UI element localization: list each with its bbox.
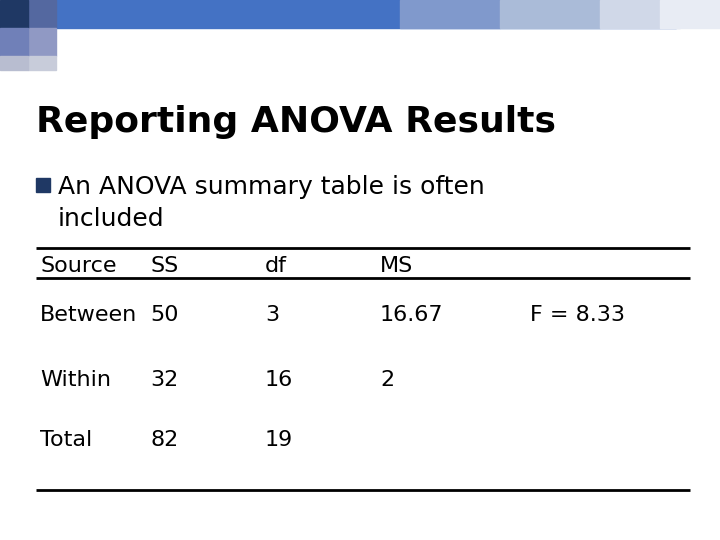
Bar bbox=[0, 56, 28, 70]
Bar bbox=[28, 56, 56, 70]
Text: SS: SS bbox=[150, 256, 179, 276]
Text: df: df bbox=[265, 256, 287, 276]
Text: F = 8.33: F = 8.33 bbox=[530, 305, 625, 325]
Text: Source: Source bbox=[40, 256, 117, 276]
Text: 16: 16 bbox=[265, 370, 293, 390]
Bar bbox=[660, 0, 720, 28]
Text: MS: MS bbox=[380, 256, 413, 276]
Text: 32: 32 bbox=[150, 370, 179, 390]
Bar bbox=[28, 0, 56, 28]
Text: 19: 19 bbox=[265, 430, 293, 450]
Bar bbox=[400, 0, 500, 28]
Text: Total: Total bbox=[40, 430, 92, 450]
Bar bbox=[0, 28, 28, 56]
Text: An ANOVA summary table is often: An ANOVA summary table is often bbox=[58, 175, 485, 199]
Text: Within: Within bbox=[40, 370, 111, 390]
Bar bbox=[36, 178, 50, 192]
Text: 82: 82 bbox=[150, 430, 179, 450]
Text: Reporting ANOVA Results: Reporting ANOVA Results bbox=[36, 105, 556, 139]
Bar bbox=[600, 0, 680, 28]
Text: 2: 2 bbox=[380, 370, 394, 390]
Text: 16.67: 16.67 bbox=[380, 305, 444, 325]
Bar bbox=[28, 28, 56, 56]
Text: 3: 3 bbox=[265, 305, 279, 325]
Text: Between: Between bbox=[40, 305, 138, 325]
Bar bbox=[500, 0, 600, 28]
Bar bbox=[56, 0, 676, 28]
Bar bbox=[0, 0, 28, 28]
Text: 50: 50 bbox=[150, 305, 179, 325]
Text: included: included bbox=[58, 207, 165, 231]
